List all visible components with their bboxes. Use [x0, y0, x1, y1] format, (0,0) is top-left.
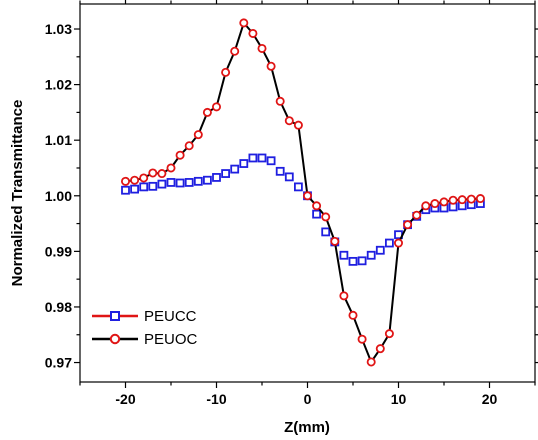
legend-peuoc-label: PEUOC — [144, 331, 198, 348]
x-tick-label: 0 — [304, 391, 312, 407]
data-point — [266, 156, 276, 166]
tick-labels: -20 -10 0 10 20 0.97 0.98 0.99 1.00 1.01 1.02 1.03 — [45, 21, 498, 407]
data-point — [284, 116, 294, 126]
data-point — [130, 184, 140, 194]
x-axis-title: Z(mm) — [284, 419, 330, 436]
data-point — [403, 220, 413, 230]
data-point — [248, 28, 258, 38]
data-point — [275, 166, 285, 176]
data-point — [230, 46, 240, 56]
y-tick-label: 0.98 — [45, 299, 72, 315]
data-point — [312, 201, 322, 211]
data-point — [284, 172, 294, 182]
data-point — [157, 179, 167, 189]
data-point — [348, 256, 358, 266]
data-point — [448, 195, 458, 205]
data-point — [202, 175, 212, 185]
series-line — [125, 20, 481, 365]
data-point — [339, 291, 349, 301]
data-point — [312, 209, 322, 219]
data-point — [139, 173, 149, 183]
series-peucc — [121, 153, 485, 266]
data-point — [375, 344, 385, 354]
data-point — [166, 163, 176, 173]
legend: PEUCC PEUOC — [92, 308, 198, 348]
data-point — [212, 173, 221, 182]
data-point — [221, 67, 231, 77]
legend-peuoc-marker — [109, 333, 121, 345]
x-tick-label: -20 — [115, 391, 135, 407]
data-point — [184, 178, 194, 187]
axis-ticks — [74, 0, 538, 388]
data-point — [257, 153, 267, 163]
data-point — [230, 164, 240, 174]
data-point — [248, 153, 258, 163]
data-point — [221, 169, 231, 178]
data-point — [321, 212, 331, 222]
data-point — [293, 182, 303, 192]
data-point — [239, 159, 249, 168]
legend-peucc-marker — [110, 311, 120, 321]
series-peuoc — [121, 18, 485, 367]
data-point — [430, 199, 440, 209]
data-point — [148, 168, 158, 178]
y-axis-title: Normalized Transmittance — [9, 100, 26, 287]
data-point — [375, 245, 385, 255]
data-point — [439, 197, 449, 207]
data-point — [121, 176, 131, 186]
data-point — [321, 227, 331, 237]
data-point — [348, 310, 358, 320]
data-point — [475, 194, 485, 204]
data-point — [357, 334, 367, 344]
data-point — [157, 169, 167, 179]
y-tick-label: 1.01 — [45, 132, 72, 148]
y-tick-label: 1.02 — [45, 77, 72, 93]
data-point — [193, 176, 203, 186]
data-point — [130, 175, 140, 185]
data-point — [139, 182, 149, 192]
data-point — [121, 185, 130, 195]
y-tick-label: 1.03 — [45, 21, 72, 37]
y-tick-label: 0.97 — [45, 355, 72, 371]
data-point — [266, 61, 276, 71]
legend-peucc-label: PEUCC — [144, 308, 197, 325]
data-point — [366, 357, 376, 367]
data-point — [202, 107, 212, 117]
data-point — [275, 96, 285, 106]
data-point — [330, 236, 340, 246]
data-point — [184, 141, 194, 151]
y-tick-label: 1.00 — [45, 188, 72, 204]
data-point — [339, 250, 349, 260]
data-point — [357, 256, 367, 266]
x-tick-label: 10 — [391, 391, 407, 407]
data-point — [421, 201, 431, 211]
series-layer — [121, 18, 485, 367]
x-tick-label: 20 — [482, 391, 498, 407]
data-point — [393, 238, 403, 248]
data-point — [384, 329, 394, 339]
data-point — [211, 102, 221, 112]
data-point — [412, 210, 422, 220]
data-point — [366, 250, 376, 260]
x-tick-label: -10 — [206, 391, 226, 407]
data-point — [457, 195, 467, 205]
data-point — [293, 120, 303, 130]
data-point — [302, 191, 312, 201]
data-point — [239, 18, 249, 28]
data-point — [257, 43, 267, 53]
data-point — [193, 130, 203, 140]
data-point — [466, 194, 476, 204]
data-point — [384, 238, 394, 248]
data-point — [148, 181, 158, 191]
y-tick-label: 0.99 — [45, 243, 72, 259]
data-point — [166, 178, 176, 187]
data-point — [175, 150, 185, 160]
data-point — [175, 178, 185, 188]
